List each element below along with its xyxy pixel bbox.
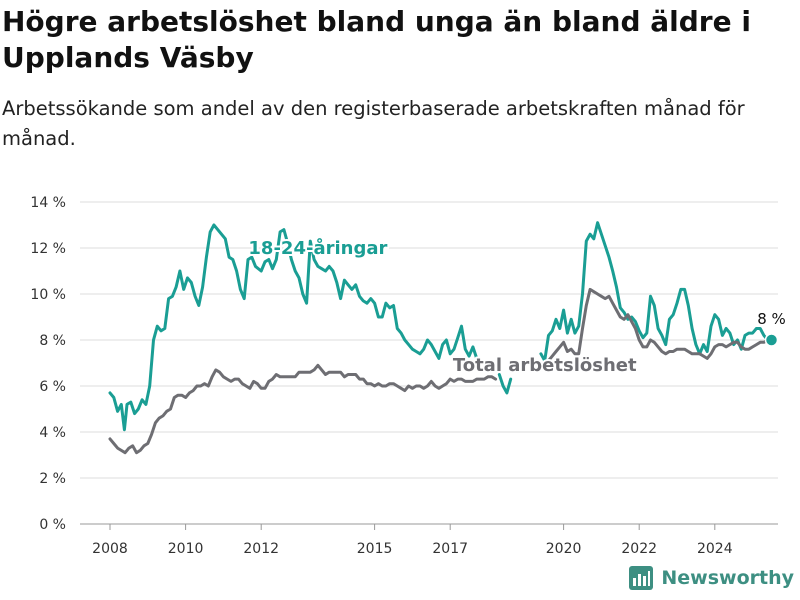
series-label-total-label: Total arbetslöshet (453, 355, 637, 376)
y-tick-label: 4 % (39, 425, 66, 441)
series-line-youth-1 (497, 373, 513, 395)
x-tick-label: 2017 (432, 541, 468, 557)
axis-layer: 0 % 2 % 4 % 6 % 8 % 10 % 12 % 14 % 2008 2010 2012 2… (30, 195, 732, 557)
grid-layer (80, 201, 778, 525)
page-title: Högre arbetslöshet bland unga än bland ä… (2, 5, 751, 74)
bar-chart-icon (629, 566, 654, 590)
end-value-label: 8 % (757, 310, 786, 328)
brand-name: Newsworthy (661, 567, 794, 589)
series-line-youth-0 (108, 223, 479, 432)
x-tick-label: 2015 (357, 541, 393, 557)
series-line-total-3 (108, 363, 498, 455)
x-tick-label: 2010 (168, 541, 204, 557)
series-label-youth-label: 18-24-åringar (248, 237, 387, 259)
y-tick-label: 0 % (39, 517, 66, 533)
y-tick-label: 8 % (39, 333, 66, 349)
y-tick-label: 10 % (30, 287, 66, 303)
x-tick-label: 2024 (697, 541, 733, 557)
x-tick-label: 2020 (546, 541, 582, 557)
x-tick-label: 2012 (243, 541, 279, 557)
page-subtitle: Arbetssökande som andel av den registerb… (2, 97, 745, 150)
y-tick-label: 12 % (30, 241, 66, 257)
x-tick-label: 2008 (92, 541, 128, 557)
y-tick-label: 2 % (39, 471, 66, 487)
x-tick-label: 2022 (621, 541, 657, 557)
brand: Newsworthy (629, 564, 794, 592)
label-layer: 8 % 18-24-åringar Total arbetslöshet (246, 235, 786, 378)
end-point-dot (764, 333, 779, 347)
y-tick-label: 14 % (30, 195, 66, 211)
y-tick-label: 6 % (39, 379, 66, 395)
series-layer (108, 221, 779, 455)
series-line-total-4 (547, 287, 773, 363)
